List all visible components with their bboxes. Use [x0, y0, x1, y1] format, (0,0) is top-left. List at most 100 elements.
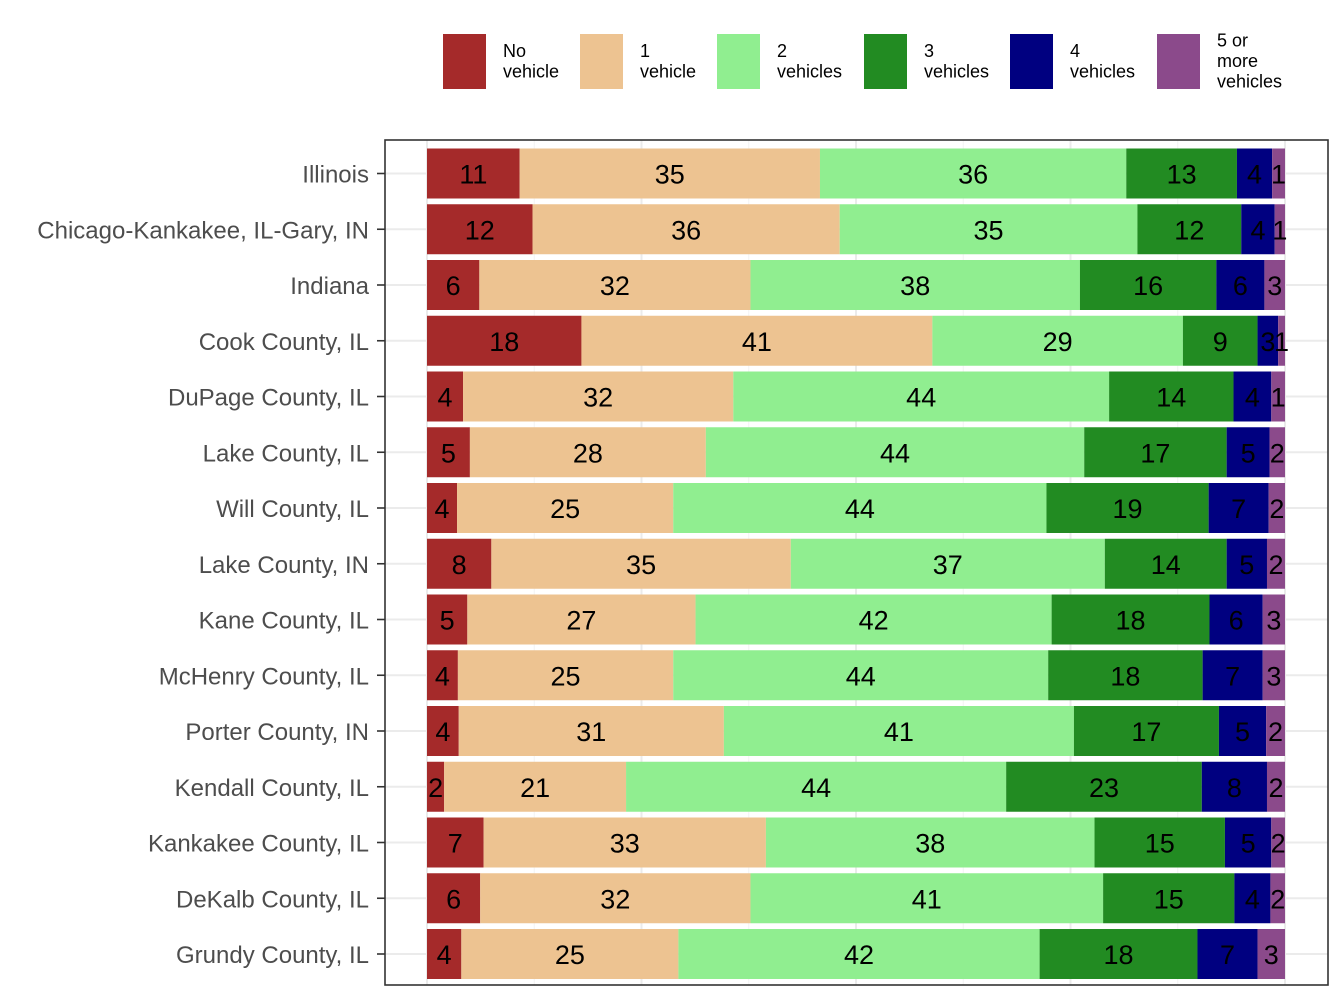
bar-segment-5-or-more-vehicles — [1274, 204, 1285, 255]
bar-segment-1-vehicle — [532, 204, 840, 255]
bar-segment-1-vehicle — [480, 873, 751, 924]
legend-label: 4 vehicles — [1070, 41, 1135, 82]
bar-value-label: 21 — [520, 773, 550, 803]
bar-value-label: 2 — [1268, 550, 1283, 580]
bar-segment-2-vehicles — [790, 538, 1105, 589]
bar-segment-1-vehicle — [491, 538, 791, 589]
legend-label: No vehicle — [503, 41, 559, 82]
bar-segment-no-vehicle — [427, 483, 458, 533]
legend-label-line: 2 — [777, 41, 787, 61]
bar-segment-4-vehicles — [1208, 483, 1269, 533]
bar-value-label: 4 — [434, 494, 449, 524]
bar-value-label: 33 — [610, 829, 640, 859]
bar-value-label: 31 — [576, 717, 606, 747]
legend-label-line: 5 or — [1217, 31, 1248, 51]
bar-segment-4-vehicles — [1241, 204, 1275, 255]
bar-segment-1-vehicle — [457, 650, 674, 701]
y-axis-label: Chicago-Kankakee, IL-Gary, IN — [37, 217, 369, 244]
y-axis-label: Cook County, IL — [199, 329, 369, 356]
bar-segment-3-vehicles — [1046, 483, 1209, 533]
bar-value-label: 1 — [1272, 215, 1287, 245]
bar-value-label: 41 — [742, 327, 772, 357]
y-axis-label: Porter County, IN — [185, 719, 369, 746]
bar-value-label: 41 — [912, 884, 942, 914]
bar-value-label: 7 — [1220, 940, 1235, 970]
bar-segment-1-vehicle — [457, 483, 674, 533]
y-axis-label: Kane County, IL — [199, 608, 369, 635]
bar-segment-3-vehicles — [1137, 204, 1242, 255]
bar-segment-5-or-more-vehicles — [1266, 761, 1285, 812]
legend-label: 3 vehicles — [924, 41, 989, 82]
bar-value-label: 27 — [566, 606, 596, 636]
y-axis-label: Kankakee County, IL — [148, 831, 369, 858]
bar-value-label: 12 — [465, 215, 495, 245]
bar-value-label: 28 — [573, 438, 603, 468]
bar-value-label: 5 — [440, 606, 455, 636]
bar-value-label: 32 — [600, 884, 630, 914]
bar-value-label: 5 — [441, 438, 456, 468]
bar-value-label: 15 — [1154, 884, 1184, 914]
bar-segment-1-vehicle — [458, 706, 724, 756]
bar-value-label: 18 — [489, 327, 519, 357]
bar-segment-3-vehicles — [1079, 260, 1217, 310]
bar-segment-3-vehicles — [1094, 817, 1225, 868]
bar-segment-5-or-more-vehicles — [1278, 315, 1285, 366]
bar-value-label: 5 — [1239, 550, 1254, 580]
bar-value-label: 4 — [1247, 160, 1262, 190]
bar-segment-2-vehicles — [932, 315, 1183, 366]
bar-value-label: 2 — [1270, 884, 1285, 914]
bar-value-label: 6 — [446, 271, 461, 301]
bar-segment-5-or-more-vehicles — [1271, 371, 1285, 422]
bar-segment-1-vehicle — [463, 371, 734, 422]
bar-value-label: 38 — [915, 829, 945, 859]
legend-item-no-vehicle: No vehicle — [443, 34, 559, 89]
bar-segment-no-vehicle — [427, 538, 492, 589]
bar-value-label: 2 — [1269, 494, 1284, 524]
bar-segment-1-vehicle — [467, 594, 696, 645]
bar-segment-2-vehicles — [678, 929, 1040, 979]
bar-segment-4-vehicles — [1257, 315, 1279, 366]
bar-value-label: 4 — [435, 661, 450, 691]
bar-segment-2-vehicles — [723, 706, 1074, 756]
bar-value-label: 9 — [1213, 327, 1228, 357]
bar-segment-5-or-more-vehicles — [1266, 706, 1285, 756]
bar-segment-3-vehicles — [1104, 538, 1227, 589]
bar-segment-2-vehicles — [750, 260, 1080, 310]
bar-value-label: 3 — [1267, 271, 1282, 301]
bar-value-label: 18 — [1110, 661, 1140, 691]
bar-value-label: 7 — [1231, 494, 1246, 524]
legend-label-line: vehicles — [1070, 61, 1135, 81]
bar-value-label: 17 — [1131, 717, 1161, 747]
bar-segment-3-vehicles — [1051, 594, 1210, 645]
legend-label: 2 vehicles — [777, 41, 842, 82]
bar-value-label: 44 — [846, 661, 876, 691]
legend-label-line: 3 — [924, 41, 934, 61]
bar-segment-1-vehicle — [444, 761, 627, 812]
bar-segment-2-vehicles — [765, 817, 1095, 868]
bars: 11 35 36 13 4 112 36 35 12 4 16 32 38 16 6 318 41 29 9 314 3… — [427, 148, 1289, 979]
bar-value-label: 7 — [1225, 661, 1240, 691]
bar-segment-5-or-more-vehicles — [1264, 260, 1285, 310]
y-axis: Illinois Chicago-Kankakee, IL-Gary, IN Ind… — [37, 162, 385, 969]
bar-segment-2-vehicles — [695, 594, 1052, 645]
bar-segment-4-vehicles — [1216, 260, 1265, 310]
bar-segment-4-vehicles — [1224, 817, 1272, 868]
bar-value-label: 12 — [1174, 215, 1204, 245]
y-axis-label: McHenry County, IL — [159, 663, 369, 690]
legend-key-2-vehicles — [717, 34, 760, 89]
bar-value-label: 44 — [880, 438, 910, 468]
bar-segment-4-vehicles — [1201, 761, 1267, 812]
bar-segment-no-vehicle — [427, 873, 481, 924]
bar-value-label: 1 — [1271, 383, 1286, 413]
bar-value-label: 4 — [1245, 884, 1260, 914]
bar-value-label: 15 — [1145, 829, 1175, 859]
y-axis-label: Kendall County, IL — [175, 775, 369, 802]
bar-value-label: 5 — [1241, 829, 1256, 859]
bar-value-label: 5 — [1235, 717, 1250, 747]
bar-value-label: 8 — [452, 550, 467, 580]
bar-value-label: 3 — [1266, 606, 1281, 636]
bar-segment-3-vehicles — [1006, 761, 1202, 812]
legend-key-5-or-more-vehicles — [1157, 34, 1200, 89]
bar-segment-2-vehicles — [673, 650, 1049, 701]
